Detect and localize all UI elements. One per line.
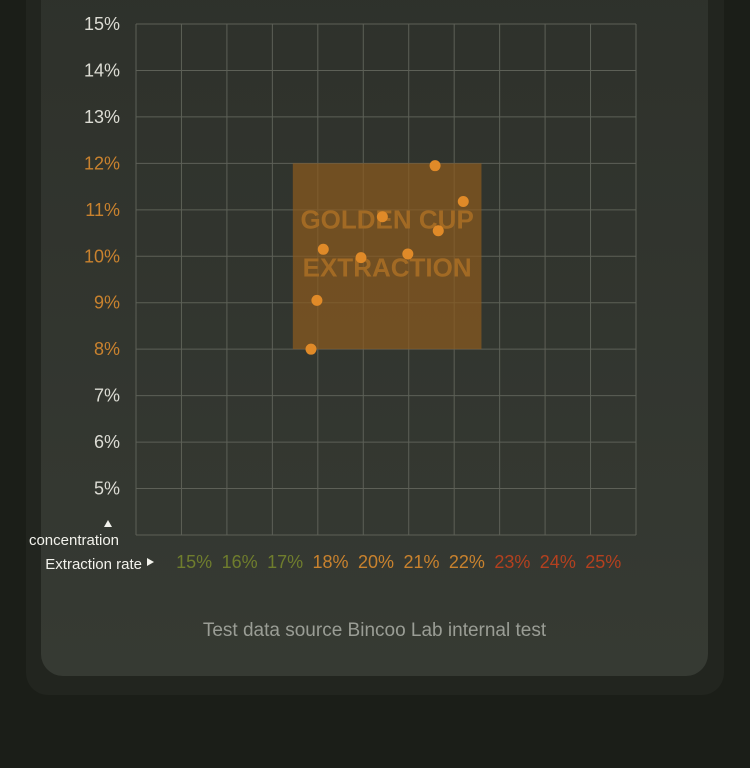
y-tick-label: 9% [94,293,120,313]
x-tick-label: 21% [403,552,439,572]
data-point [457,195,469,207]
y-tick-label: 13% [84,107,120,127]
data-point [432,225,444,237]
y-axis-label: concentration [29,532,119,549]
y-tick-label: 15% [84,14,120,34]
y-tick-label: 14% [84,60,120,80]
data-point [311,294,323,306]
x-tick-label: 16% [222,552,258,572]
x-tick-label: 17% [267,552,303,572]
data-point [355,252,367,264]
y-tick-label: 11% [85,200,120,220]
y-tick-label: 7% [94,386,120,406]
y-tick-label: 12% [84,153,120,173]
data-point [429,160,441,172]
x-tick-label: 20% [358,552,394,572]
y-tick-label: 8% [94,339,120,359]
x-tick-label: 23% [494,552,530,572]
y-tick-label: 5% [94,479,120,499]
data-point [317,243,329,255]
source-note: Test data source Bincoo Lab internal tes… [202,620,547,641]
y-tick-label: 10% [84,246,120,266]
golden-cup-region [292,163,482,350]
x-tick-label: 24% [540,552,576,572]
data-point [402,248,414,260]
up-arrow-icon [104,520,112,527]
golden-cup-label: EXTRACTION [303,252,472,282]
data-point [305,343,317,355]
x-tick-label: 15% [176,552,212,572]
data-point [376,211,388,223]
x-tick-label: 25% [585,552,621,572]
x-tick-label: 22% [449,552,485,572]
right-arrow-icon [147,558,154,566]
x-tick-label: 18% [313,552,349,572]
y-tick-label: 6% [94,432,120,452]
x-axis-label: Extraction rate [45,556,142,573]
